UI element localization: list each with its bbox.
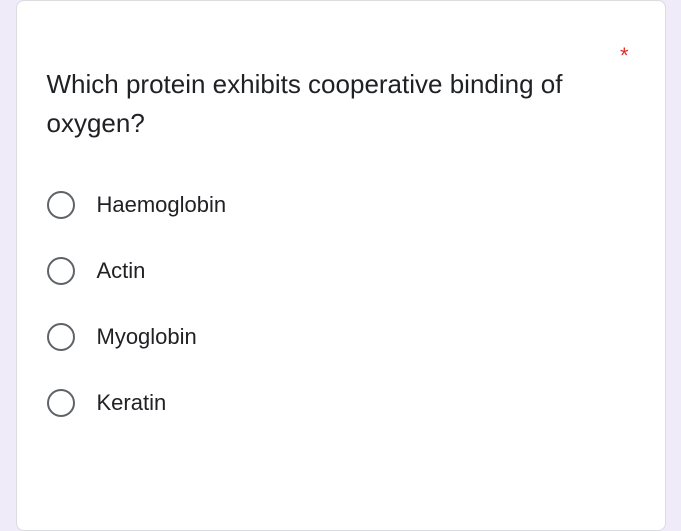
radio-icon [47, 257, 75, 285]
option-myoglobin[interactable]: Myoglobin [47, 323, 635, 351]
option-label: Actin [97, 258, 146, 284]
option-haemoglobin[interactable]: Haemoglobin [47, 191, 635, 219]
required-asterisk: * [620, 43, 629, 69]
radio-icon [47, 323, 75, 351]
radio-icon [47, 389, 75, 417]
option-label: Myoglobin [97, 324, 197, 350]
question-text: Which protein exhibits cooperative bindi… [47, 29, 635, 143]
option-label: Keratin [97, 390, 167, 416]
options-group: Haemoglobin Actin Myoglobin Keratin [47, 191, 635, 417]
option-label: Haemoglobin [97, 192, 227, 218]
option-keratin[interactable]: Keratin [47, 389, 635, 417]
option-actin[interactable]: Actin [47, 257, 635, 285]
question-card: * Which protein exhibits cooperative bin… [16, 0, 666, 531]
radio-icon [47, 191, 75, 219]
